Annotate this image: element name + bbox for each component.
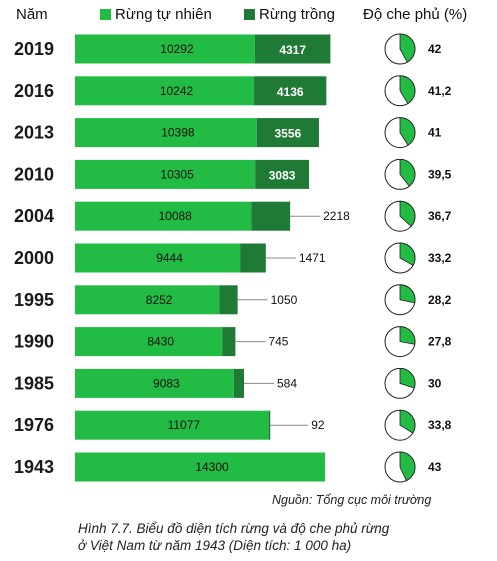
value-natural-forest: 10292: [160, 42, 194, 56]
value-natural-forest: 11077: [168, 418, 201, 432]
legend-planted-swatch: [244, 9, 255, 20]
bar-natural-forest: [75, 34, 255, 64]
bar-planted-forest: [256, 118, 319, 148]
bar-natural-forest: [75, 327, 223, 357]
bar-natural-forest: [75, 76, 255, 106]
bar-natural-forest: [75, 118, 257, 148]
bar-planted-forest: [240, 243, 266, 273]
cover-percent-label: 30: [428, 376, 442, 390]
year-label: 2016: [14, 81, 54, 101]
caption-line-1: Hình 7.7. Biểu đồ diện tích rừng và độ c…: [78, 521, 390, 536]
value-natural-forest: 8430: [147, 335, 174, 349]
figure-caption: Hình 7.7. Biểu đồ diện tích rừng và độ c…: [78, 520, 389, 554]
value-planted-forest: 3083: [269, 168, 296, 182]
value-planted-forest: 1471: [299, 251, 326, 265]
legend-planted-label: Rừng trồng: [259, 6, 335, 23]
value-natural-forest: 9444: [156, 251, 183, 265]
year-label: 2019: [14, 39, 54, 59]
cover-percent-label: 41: [428, 126, 442, 140]
bar-planted-forest: [251, 201, 291, 231]
year-label: 2004: [14, 206, 54, 226]
bar-planted-forest: [222, 327, 236, 357]
cover-column-header: Độ che phủ (%): [363, 6, 468, 23]
caption-line-2: ở Việt Nam từ năm 1943 (Diện tích: 1 000…: [78, 538, 352, 553]
cover-pie-slice: [399, 242, 416, 266]
value-natural-forest: 14300: [195, 460, 229, 474]
legend-natural-swatch: [100, 9, 111, 20]
year-label: 1990: [14, 332, 54, 352]
value-natural-forest: 10242: [160, 84, 194, 98]
cover-pie-slice: [399, 158, 416, 187]
bar-natural-forest: [75, 159, 256, 189]
bar-natural-forest: [75, 368, 234, 398]
cover-pie-slice: [399, 409, 416, 434]
cover-pie-slice: [399, 75, 416, 105]
bar-planted-forest: [268, 410, 271, 440]
cover-percent-label: 41,2: [428, 84, 452, 98]
bar-natural-forest: [75, 410, 269, 440]
cover-percent-label: 33,2: [428, 251, 452, 265]
bar-natural-forest: [75, 243, 241, 273]
year-label: 2000: [14, 248, 54, 268]
value-planted-forest: 3556: [275, 127, 302, 141]
legend-natural-label: Rừng tự nhiên: [115, 6, 212, 23]
cover-percent-label: 39,5: [428, 167, 452, 181]
bar-natural-forest: [75, 452, 325, 482]
bar-planted-forest: [254, 34, 331, 64]
cover-pie-slice: [399, 367, 416, 389]
value-natural-forest: 8252: [146, 293, 173, 307]
bar-planted-forest: [254, 76, 327, 106]
value-planted-forest: 4317: [279, 43, 306, 57]
year-label: 2013: [14, 123, 54, 143]
cover-pie-slice: [399, 33, 416, 63]
value-planted-forest: 745: [268, 335, 288, 349]
value-planted-forest: 4136: [277, 85, 304, 99]
value-planted-forest: 584: [277, 376, 297, 390]
year-label: 1943: [14, 457, 54, 477]
bar-planted-forest: [255, 159, 310, 189]
cover-pie-slice: [399, 451, 416, 482]
cover-pie-slice: [399, 326, 416, 345]
bar-natural-forest: [75, 285, 220, 315]
year-column-header: Năm: [16, 6, 48, 23]
value-planted-forest: 92: [311, 418, 325, 432]
value-natural-forest: 9083: [153, 376, 180, 390]
value-planted-forest: 1050: [271, 293, 298, 307]
cover-percent-label: 42: [428, 42, 442, 56]
value-natural-forest: 10305: [160, 167, 194, 181]
year-label: 1985: [14, 373, 54, 393]
cover-percent-label: 36,7: [428, 209, 452, 223]
bar-planted-forest: [233, 368, 245, 398]
year-label: 2010: [14, 164, 54, 184]
cover-pie-slice: [399, 200, 416, 227]
bar-natural-forest: [75, 201, 252, 231]
cover-percent-label: 28,2: [428, 293, 452, 307]
legend-natural: Rừng tự nhiên: [100, 6, 212, 23]
forest-area-chart: 2019 10292 4317 42 2016 10242 4136 41,2 2013 1039…: [14, 33, 452, 483]
legend-planted: Rừng trồng: [244, 6, 335, 23]
cover-pie-slice: [399, 284, 416, 304]
cover-percent-label: 33,8: [428, 418, 452, 432]
value-planted-forest: 2218: [323, 209, 350, 223]
value-natural-forest: 10398: [161, 126, 195, 140]
value-natural-forest: 10088: [158, 209, 192, 223]
cover-percent-label: 27,8: [428, 335, 452, 349]
bar-planted-forest: [219, 285, 238, 315]
year-label: 1976: [14, 415, 54, 435]
year-label: 1995: [14, 290, 54, 310]
source-note: Nguồn: Tổng cục môi trường: [272, 493, 432, 507]
cover-percent-label: 43: [428, 460, 442, 474]
cover-pie-slice: [399, 117, 416, 146]
